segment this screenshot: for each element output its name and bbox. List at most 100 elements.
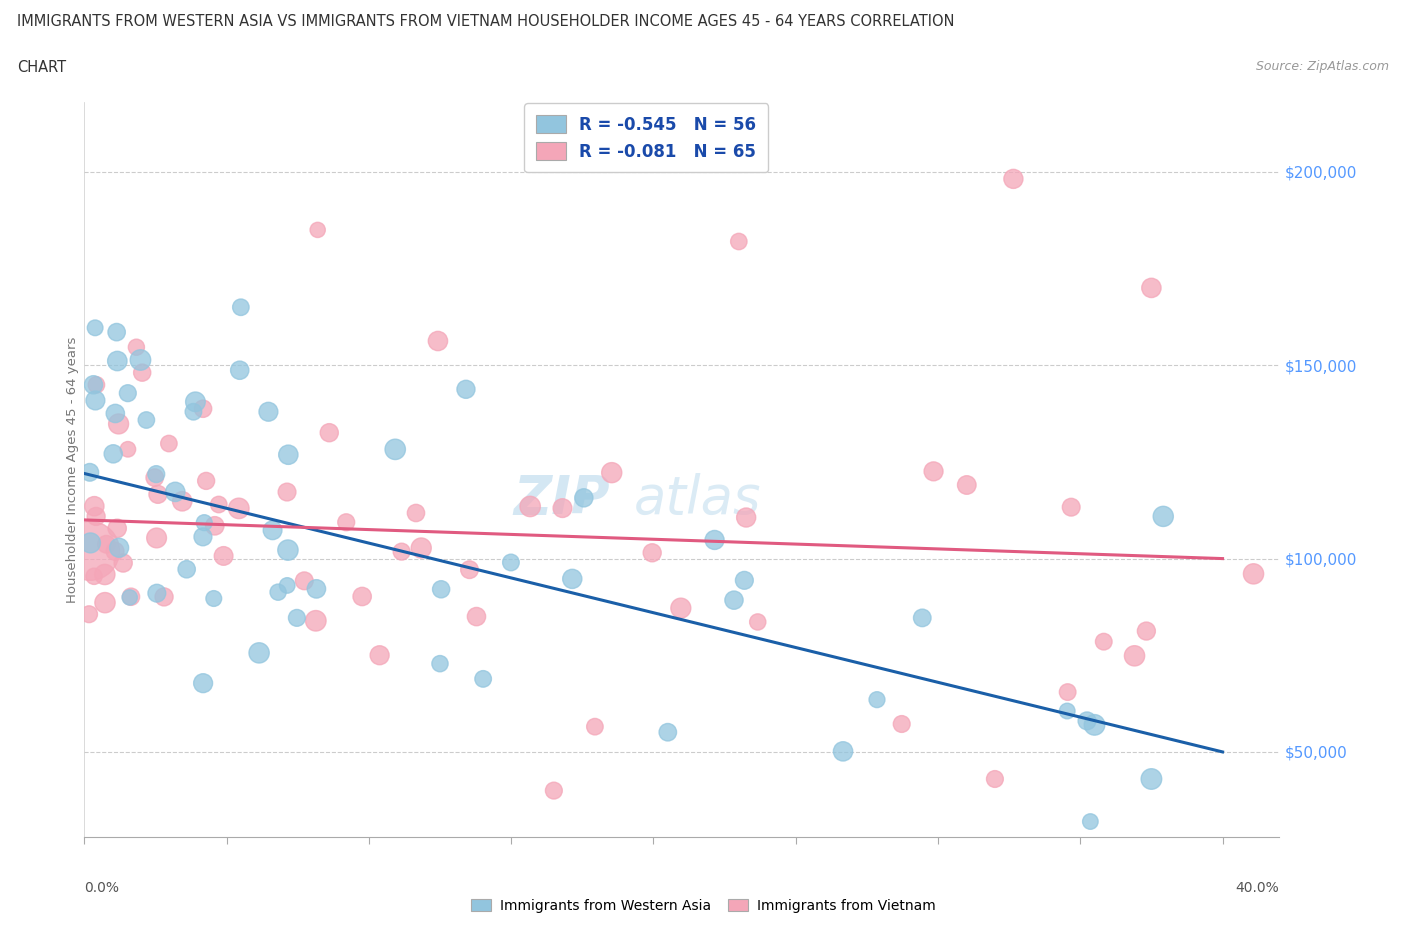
Point [94, 595, 117, 610]
Point [984, 772, 1007, 787]
Point [405, 506, 427, 521]
Point [228, 501, 250, 516]
Point [1002, 171, 1025, 186]
Point [1080, 814, 1102, 829]
Point [103, 446, 125, 461]
Point [890, 716, 912, 731]
Point [727, 234, 749, 249]
Point [83, 498, 105, 513]
Point [229, 363, 252, 378]
Text: Source: ZipAtlas.com: Source: ZipAtlas.com [1256, 60, 1389, 73]
Point [276, 485, 298, 499]
Point [307, 222, 329, 237]
Point [153, 590, 176, 604]
Point [129, 352, 152, 367]
Point [465, 609, 488, 624]
Point [747, 615, 769, 630]
Point [1243, 566, 1265, 581]
Point [191, 529, 214, 544]
Point [1140, 772, 1163, 787]
Point [519, 499, 541, 514]
Point [583, 719, 606, 734]
Point [105, 521, 128, 536]
Point [472, 671, 495, 686]
Point [118, 590, 141, 604]
Point [277, 542, 299, 557]
Point [561, 571, 583, 586]
Point [143, 471, 166, 485]
Point [277, 447, 299, 462]
Point [411, 540, 433, 555]
Point [191, 401, 214, 416]
Point [165, 485, 187, 499]
Point [832, 744, 855, 759]
Point [454, 382, 477, 397]
Point [1060, 499, 1083, 514]
Point [84, 393, 107, 408]
Point [735, 510, 758, 525]
Point [84, 320, 107, 335]
Point [551, 500, 574, 515]
Point [104, 544, 127, 559]
Point [104, 406, 127, 421]
Point [458, 563, 481, 578]
Point [1076, 713, 1098, 728]
Point [922, 464, 945, 479]
Point [82, 378, 104, 392]
Point [1152, 509, 1174, 524]
Text: atlas: atlas [634, 473, 762, 525]
Y-axis label: Householder Income Ages 45 - 64 years: Householder Income Ages 45 - 64 years [66, 337, 79, 603]
Point [430, 582, 453, 597]
Text: IMMIGRANTS FROM WESTERN ASIA VS IMMIGRANTS FROM VIETNAM HOUSEHOLDER INCOME AGES : IMMIGRANTS FROM WESTERN ASIA VS IMMIGRAN… [17, 14, 955, 29]
Point [117, 442, 139, 457]
Point [1056, 704, 1078, 719]
Text: 40.0%: 40.0% [1236, 881, 1279, 895]
Point [146, 487, 169, 502]
Point [352, 589, 374, 604]
Point [212, 549, 235, 564]
Point [267, 585, 290, 600]
Point [305, 581, 328, 596]
Point [105, 325, 128, 339]
Point [429, 657, 451, 671]
Point [120, 590, 142, 604]
Legend: R = -0.545   N = 56, R = -0.081   N = 65: R = -0.545 N = 56, R = -0.081 N = 65 [524, 103, 768, 172]
Point [292, 574, 315, 589]
Point [866, 692, 889, 707]
Point [157, 436, 180, 451]
Point [184, 394, 207, 409]
Point [318, 425, 340, 440]
Point [391, 544, 413, 559]
Point [641, 545, 664, 560]
Point [1140, 281, 1163, 296]
Point [1083, 717, 1105, 732]
Point [172, 494, 194, 509]
Point [247, 645, 270, 660]
Point [195, 473, 218, 488]
Point [305, 614, 328, 629]
Point [125, 339, 148, 354]
Legend: Immigrants from Western Asia, Immigrants from Vietnam: Immigrants from Western Asia, Immigrants… [465, 894, 941, 919]
Point [1092, 634, 1115, 649]
Point [84, 509, 107, 524]
Point [79, 465, 101, 480]
Point [79, 543, 101, 558]
Point [202, 591, 225, 606]
Point [77, 606, 100, 621]
Point [572, 490, 595, 505]
Point [208, 497, 231, 512]
Point [131, 365, 153, 380]
Point [86, 378, 108, 392]
Text: CHART: CHART [17, 60, 66, 75]
Point [145, 530, 167, 545]
Point [79, 536, 101, 551]
Point [723, 592, 745, 607]
Point [204, 518, 226, 533]
Text: ZIP: ZIP [513, 473, 610, 525]
Point [229, 299, 252, 314]
Point [191, 676, 214, 691]
Point [285, 610, 308, 625]
Point [145, 467, 167, 482]
Point [1056, 684, 1078, 699]
Point [276, 578, 298, 593]
